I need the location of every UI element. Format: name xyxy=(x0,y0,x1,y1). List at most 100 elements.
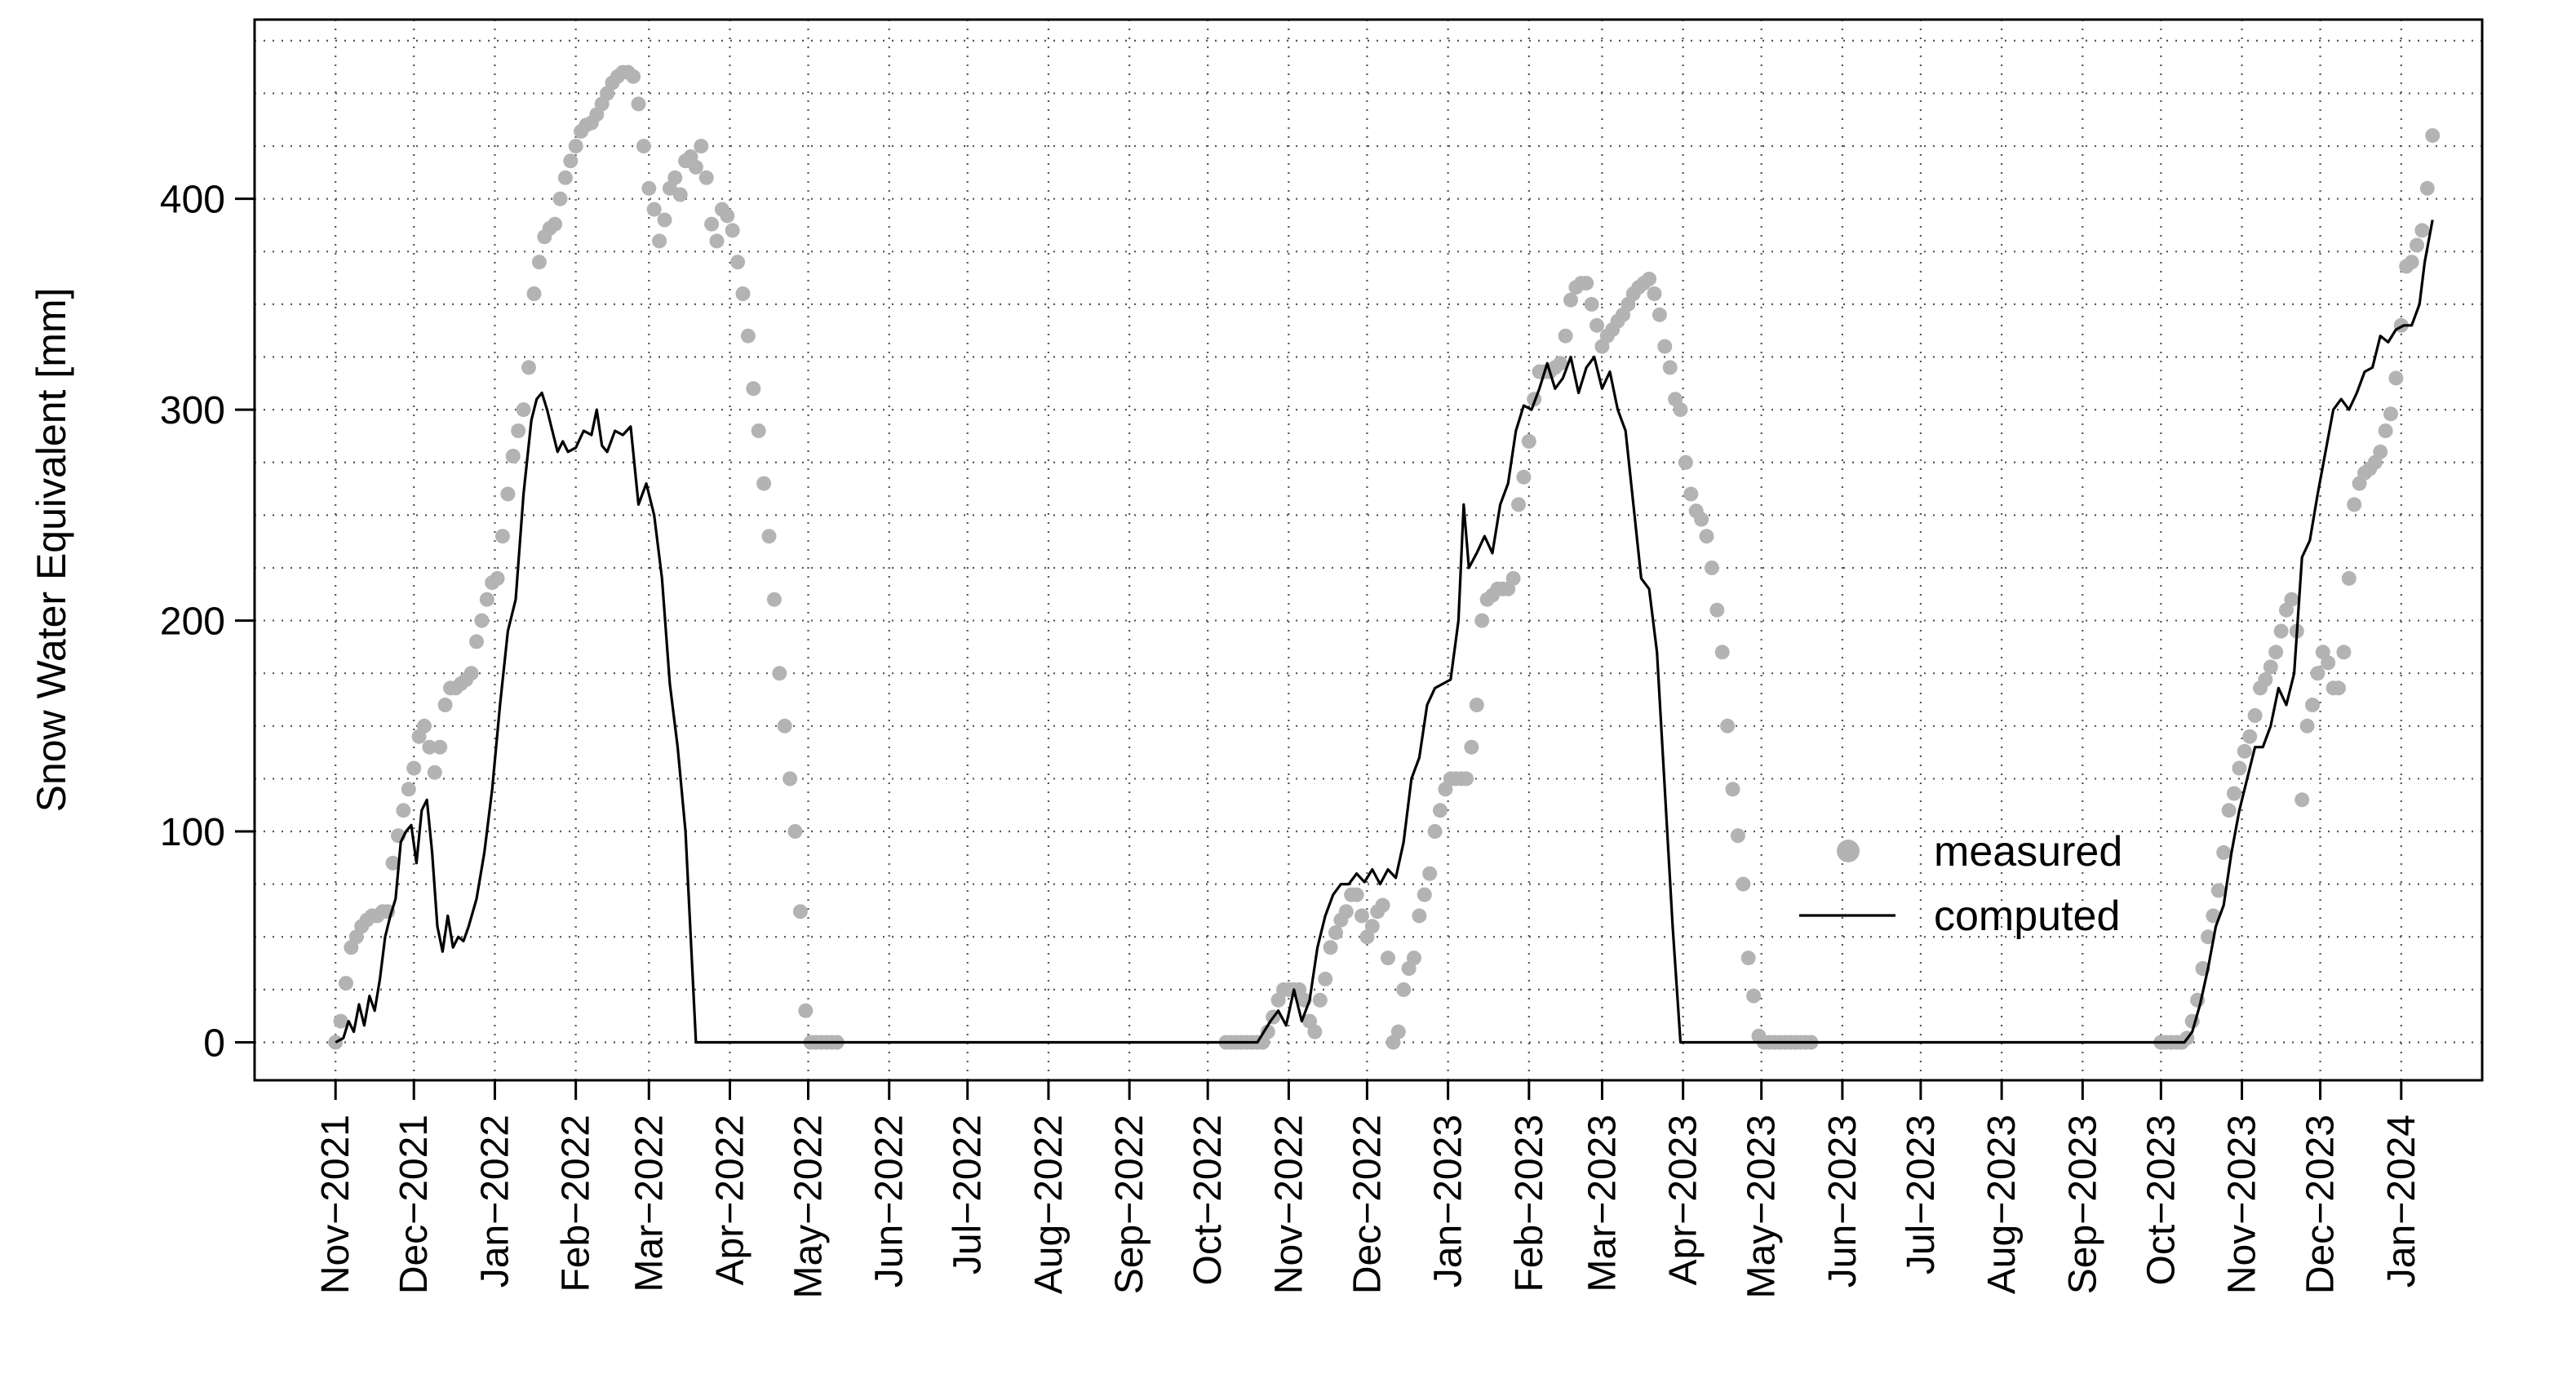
data-point-measured xyxy=(1652,307,1667,322)
data-point-measured xyxy=(2305,698,2320,712)
data-point-measured xyxy=(688,159,703,175)
x-tick-label: Dec−2021 xyxy=(392,1115,436,1294)
y-tick-label: 200 xyxy=(160,601,225,644)
data-point-measured xyxy=(500,486,516,502)
data-point-measured xyxy=(2268,645,2284,660)
data-point-measured xyxy=(1558,328,1573,344)
data-point-measured xyxy=(1396,982,1412,997)
data-point-measured xyxy=(2237,743,2252,759)
x-tick-label: Mar−2022 xyxy=(627,1115,671,1292)
data-point-measured xyxy=(2273,623,2289,639)
data-point-measured xyxy=(694,139,709,154)
data-point-measured xyxy=(704,216,720,232)
data-point-measured xyxy=(2373,444,2388,459)
data-point-measured xyxy=(427,765,442,780)
data-point-measured xyxy=(548,216,563,232)
data-point-measured xyxy=(2310,666,2325,681)
data-point-measured xyxy=(516,402,531,418)
data-point-measured xyxy=(725,223,740,238)
x-tick-label: Nov−2023 xyxy=(2221,1115,2264,1294)
data-point-measured xyxy=(1579,276,1594,291)
data-point-measured xyxy=(479,592,494,607)
data-point-measured xyxy=(1459,771,1474,787)
data-point-measured xyxy=(766,592,782,607)
x-tick-label: Dec−2022 xyxy=(1346,1115,1389,1294)
data-point-measured xyxy=(761,529,777,544)
data-point-measured xyxy=(511,423,526,438)
data-point-measured xyxy=(1709,602,1725,618)
data-point-measured xyxy=(772,666,787,681)
data-point-measured xyxy=(2210,883,2226,898)
x-tick-label: Dec−2023 xyxy=(2299,1115,2343,1294)
data-point-measured xyxy=(1746,988,1762,1004)
y-tick-label: 300 xyxy=(160,389,225,432)
data-point-measured xyxy=(2242,729,2258,744)
data-point-measured xyxy=(2258,671,2273,687)
data-point-measured xyxy=(1730,828,1745,844)
data-point-measured xyxy=(2216,844,2232,860)
data-point-measured xyxy=(1318,971,1333,986)
data-point-measured xyxy=(531,255,547,270)
data-point-measured xyxy=(2388,370,2404,386)
data-point-measured xyxy=(2347,497,2362,512)
data-point-measured xyxy=(2299,718,2315,734)
data-point-measured xyxy=(2247,707,2263,723)
y-tick-label: 100 xyxy=(160,811,225,854)
x-tick-label: Mar−2023 xyxy=(1581,1115,1624,1292)
data-point-measured xyxy=(2341,570,2357,586)
data-point-measured xyxy=(1474,613,1490,628)
data-point-measured xyxy=(2383,406,2398,422)
data-point-measured xyxy=(720,208,735,224)
data-point-measured xyxy=(1433,803,1448,818)
data-point-measured xyxy=(1338,904,1354,920)
x-tick-label: Jan−2022 xyxy=(473,1115,517,1288)
data-point-measured xyxy=(463,666,479,681)
x-tick-label: Nov−2021 xyxy=(314,1115,357,1294)
x-tick-label: Nov−2022 xyxy=(1267,1115,1310,1294)
data-point-measured xyxy=(1678,454,1693,470)
data-point-measured xyxy=(2227,786,2241,801)
data-point-measured xyxy=(1412,908,1427,924)
data-point-measured xyxy=(1642,271,1657,286)
data-point-measured xyxy=(756,476,772,491)
data-point-measured xyxy=(2425,128,2441,144)
data-point-measured xyxy=(552,191,568,206)
data-point-measured xyxy=(2206,908,2221,924)
data-point-measured xyxy=(1662,360,1678,375)
x-tick-label: Sep−2023 xyxy=(2061,1115,2104,1294)
data-point-measured xyxy=(1673,402,1688,418)
data-point-measured xyxy=(798,1003,814,1018)
data-point-measured xyxy=(1260,1024,1275,1039)
data-point-measured xyxy=(1694,512,1709,527)
legend-marker-measured xyxy=(1837,840,1860,862)
legend: measured computed xyxy=(1799,828,2122,940)
data-point-measured xyxy=(1740,951,1756,966)
data-point-measured xyxy=(1390,1024,1406,1039)
data-point-measured xyxy=(432,739,448,755)
data-point-measured xyxy=(333,1013,348,1029)
data-point-measured xyxy=(2410,237,2424,253)
x-tick-label: Jan−2024 xyxy=(2380,1115,2423,1288)
data-point-measured xyxy=(657,212,672,228)
data-point-measured xyxy=(1422,866,1438,881)
data-point-measured xyxy=(422,739,437,755)
data-point-measured xyxy=(1469,698,1484,712)
x-tick-label: Feb−2022 xyxy=(555,1115,598,1292)
data-point-measured xyxy=(1699,529,1714,544)
data-point-measured xyxy=(1312,992,1328,1008)
data-point-measured xyxy=(1714,645,1730,660)
legend-label-measured: measured xyxy=(1934,828,2122,875)
data-point-measured xyxy=(1375,898,1390,913)
data-point-measured xyxy=(1516,469,1532,485)
x-tick-label: Jul−2022 xyxy=(947,1115,990,1274)
data-point-measured xyxy=(1521,433,1536,449)
data-point-measured xyxy=(740,328,756,344)
data-point-measured xyxy=(1505,570,1521,586)
data-point-measured xyxy=(495,529,510,544)
data-point-measured xyxy=(568,139,583,154)
data-point-measured xyxy=(1417,887,1432,902)
data-point-measured xyxy=(1589,317,1604,333)
data-point-measured xyxy=(787,824,803,839)
data-point-measured xyxy=(2232,760,2247,776)
